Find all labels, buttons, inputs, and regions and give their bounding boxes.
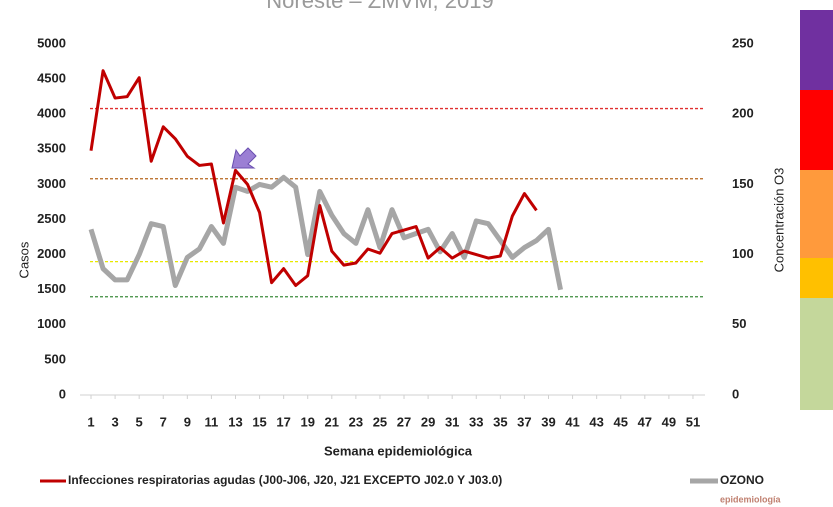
footer-text: epidemiología	[720, 494, 782, 504]
legend-label: Infecciones respiratorias agudas (J00-J0…	[68, 473, 502, 487]
y-tick-label: 5000	[37, 35, 66, 50]
legend-label: OZONO	[720, 473, 764, 487]
x-tick-label: 21	[325, 414, 339, 429]
y-tick-label: 2000	[37, 246, 66, 261]
y-tick-label: 500	[44, 351, 66, 366]
level-band	[800, 258, 833, 298]
x-tick-label: 1	[87, 414, 94, 429]
level-band	[800, 298, 833, 410]
x-tick-label: 25	[373, 414, 387, 429]
y2-tick-label: 250	[732, 35, 754, 50]
x-tick-label: 35	[493, 414, 507, 429]
y2-tick-label: 100	[732, 246, 754, 261]
y-tick-label: 4000	[37, 106, 66, 121]
x-tick-label: 9	[184, 414, 191, 429]
level-band	[800, 170, 833, 258]
x-tick-label: 31	[445, 414, 459, 429]
x-tick-label: 47	[638, 414, 652, 429]
x-tick-label: 29	[421, 414, 435, 429]
x-tick-label: 19	[300, 414, 314, 429]
y-tick-label: 0	[59, 386, 66, 401]
x-tick-label: 51	[686, 414, 700, 429]
x-tick-label: 49	[662, 414, 676, 429]
x-tick-label: 11	[205, 414, 219, 429]
x-tick-label: 27	[397, 414, 411, 429]
x-tick-label: 15	[252, 414, 266, 429]
series-line	[88, 174, 563, 291]
y-tick-label: 2500	[37, 211, 66, 226]
y-axis-label: Casos	[16, 241, 31, 278]
y2-axis-label: Concentración O3	[771, 168, 786, 273]
y-tick-label: 1000	[37, 316, 66, 331]
x-tick-label: 45	[613, 414, 627, 429]
x-tick-label: 23	[349, 414, 363, 429]
x-tick-label: 39	[541, 414, 555, 429]
y-tick-label: 3000	[37, 176, 66, 191]
x-tick-label: 17	[276, 414, 290, 429]
level-band	[800, 10, 833, 90]
y2-tick-label: 200	[732, 106, 754, 121]
level-band	[800, 90, 833, 170]
x-tick-label: 5	[136, 414, 143, 429]
x-tick-label: 33	[469, 414, 483, 429]
chart-title: Noreste – ZMVM, 2019	[266, 0, 493, 13]
x-tick-label: 7	[160, 414, 167, 429]
y2-tick-label: 50	[732, 316, 746, 331]
y-tick-label: 3500	[37, 141, 66, 156]
x-tick-label: 13	[228, 414, 242, 429]
series-line	[89, 69, 538, 287]
x-tick-label: 43	[589, 414, 603, 429]
x-tick-label: 41	[565, 414, 579, 429]
annotation-arrow	[231, 147, 257, 169]
y2-tick-label: 150	[732, 176, 754, 191]
x-tick-label: 37	[517, 414, 531, 429]
y2-tick-label: 0	[732, 386, 739, 401]
x-tick-label: 3	[111, 414, 118, 429]
y-tick-label: 1500	[37, 281, 66, 296]
y-tick-label: 4500	[37, 71, 66, 86]
x-axis-label: Semana epidemiológica	[324, 443, 473, 458]
